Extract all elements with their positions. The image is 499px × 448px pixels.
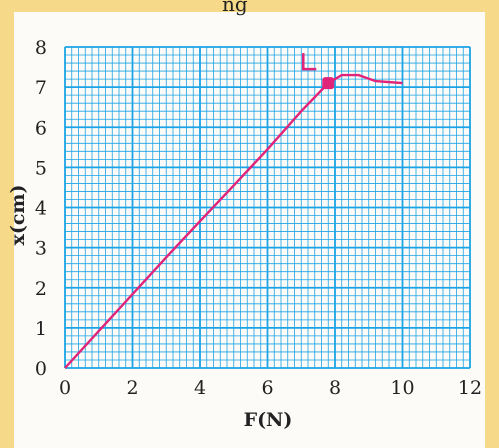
x-tick-label: 4 [194,377,206,399]
x-tick-label: 2 [126,377,138,399]
annotation-l-mark [303,53,316,69]
x-tick-label: 6 [261,377,273,399]
y-tick-label: 4 [35,198,47,220]
header-fragment: ng [222,0,248,16]
x-tick-label: 0 [59,377,71,399]
y-tick-label: 6 [35,117,47,139]
data-point-marker [322,77,334,89]
y-tick-label: 0 [35,358,47,380]
y-axis-label: x(cm) [7,185,29,246]
grid [65,47,470,368]
y-tick-label: 3 [35,238,47,260]
y-tick-labels: 0 1 2 3 4 5 6 7 8 [35,37,47,380]
x-axis-label: F(N) [244,409,293,431]
y-tick-label: 2 [35,278,47,300]
y-tick-label: 8 [35,37,47,59]
y-tick-label: 5 [35,157,47,179]
y-tick-label: 1 [35,318,47,340]
x-tick-label: 10 [390,377,414,399]
x-tick-labels: 0 2 4 6 8 10 12 [59,377,482,399]
x-tick-label: 12 [458,377,482,399]
y-tick-label: 7 [35,77,47,99]
x-tick-label: 8 [329,377,341,399]
